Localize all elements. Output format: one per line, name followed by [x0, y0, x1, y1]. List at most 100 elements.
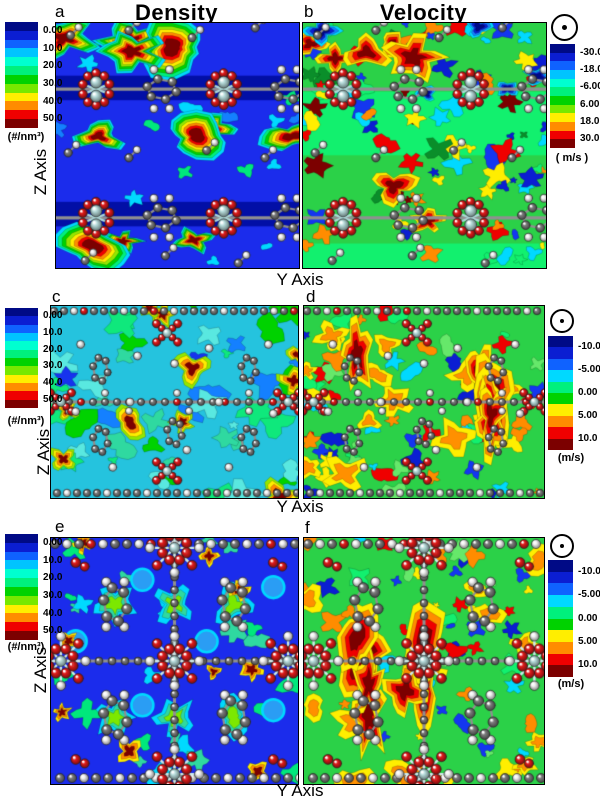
- colorbar-band: [548, 595, 573, 607]
- panel-letter-d: d: [306, 287, 316, 306]
- units-velocity-row2: (m/s): [557, 452, 585, 464]
- colorbar-band: [5, 357, 38, 367]
- colorbar-tick-label: 0.00: [43, 24, 63, 36]
- colorbar-tick-label: 10.0: [578, 659, 598, 671]
- colorbar-band: [5, 83, 38, 93]
- colorbar-tick-label: 10.0: [578, 432, 598, 444]
- colorbar-band: [548, 618, 573, 631]
- colorbar-band: [5, 374, 38, 383]
- colorbar-band: [548, 560, 573, 572]
- panel-letter-b: b: [304, 2, 314, 21]
- colorbar-band: [5, 578, 38, 587]
- colorbar-band: [5, 74, 38, 84]
- colorbar-tick-label: 0.00: [578, 612, 598, 624]
- colorbar-tick-label: 5.00: [578, 409, 598, 421]
- colorbar-tick-label: 30.0: [43, 360, 63, 372]
- colorbar-band: [5, 631, 38, 640]
- colorbar-band: [550, 78, 575, 88]
- colorbar-tick-label: 50.0: [43, 625, 63, 637]
- colorbar-band: [5, 66, 38, 75]
- panel-a-density-contour-plot: [55, 22, 300, 269]
- colorbar-tick-label: -18.0: [580, 64, 600, 75]
- units-velocity-row3: (m/s): [557, 678, 585, 690]
- colorbar-band: [5, 341, 38, 350]
- colorbar-band: [550, 52, 575, 62]
- z-axis-label-row3: Z Axis: [31, 646, 50, 694]
- units-velocity-row1: ( m/s ): [555, 152, 589, 164]
- colorbar-tick-label: 30.0: [580, 133, 600, 145]
- colorbar-tick-label: -10.0: [578, 341, 600, 353]
- colorbar-tick-label: -10.0: [578, 565, 600, 577]
- colorbar-tick-label: 30.0: [43, 589, 63, 601]
- colorbar-tick-label: 18.0: [580, 116, 600, 127]
- colorbar-gradient: [550, 44, 575, 149]
- colorbar-tick-label: 10.0: [43, 42, 63, 54]
- colorbar-band: [550, 96, 575, 105]
- colorbar-band: [5, 22, 38, 31]
- panel-c-density-contour-plot: [50, 305, 299, 499]
- colorbar-tick-label: 20.0: [43, 343, 63, 355]
- colorbar-band: [5, 613, 38, 623]
- colorbar-tick-label: 40.0: [43, 607, 63, 619]
- panel-b-velocity-contour-plot: [302, 22, 547, 269]
- panel-letter-e: e: [55, 517, 65, 536]
- colorbar-band: [550, 70, 575, 79]
- colorbar-tick-label: 40.0: [43, 377, 63, 388]
- colorbar-band: [548, 427, 573, 439]
- colorbar-tick-label: 6.00: [580, 98, 600, 110]
- colorbar-band: [548, 438, 573, 451]
- colorbar-band: [548, 370, 573, 382]
- colorbar-band: [548, 336, 573, 348]
- colorbar-tick-label: -6.00: [580, 81, 600, 93]
- colorbar-band: [5, 57, 38, 67]
- colorbar-gradient: [5, 308, 38, 408]
- colorbar-tick-label: 40.0: [43, 95, 63, 107]
- colorbar-tick-label: 20.0: [43, 572, 63, 584]
- panel-letter-c: c: [52, 287, 61, 306]
- colorbar-band: [548, 404, 573, 416]
- colorbar-tick-label: -5.00: [578, 364, 600, 376]
- colorbar-band: [5, 324, 38, 333]
- colorbar-band: [548, 583, 573, 596]
- colorbar-band: [548, 641, 573, 654]
- colorbar-tick-label: 0.00: [43, 536, 63, 548]
- units-density-row2: (#/nm³): [7, 415, 45, 427]
- colorbar-band: [550, 104, 575, 114]
- colorbar-band: [548, 381, 573, 394]
- colorbar-band: [5, 39, 38, 49]
- colorbar-band: [550, 139, 575, 149]
- panel-e-density-contour-plot: [50, 537, 299, 785]
- colorbar-tick-label: 0.00: [43, 310, 63, 322]
- colorbar-band: [548, 665, 573, 678]
- colorbar-band: [5, 332, 38, 342]
- colorbar-gradient: [548, 560, 573, 678]
- colorbar-band: [5, 586, 38, 596]
- colorbar-band: [5, 534, 38, 543]
- colorbar-tick-label: 20.0: [43, 60, 63, 72]
- colorbar-gradient: [5, 534, 38, 640]
- colorbar-band: [5, 542, 38, 552]
- colorbar-tick-label: 30.0: [43, 77, 63, 89]
- units-density-row1: (#/nm³): [7, 131, 45, 143]
- colorbar-band: [5, 349, 38, 358]
- flow-direction-dot: [560, 319, 564, 323]
- colorbar-band: [550, 130, 575, 140]
- z-axis-label-row1: Z Axis: [31, 148, 50, 196]
- colorbar-tick-label: -30.0: [580, 46, 600, 58]
- colorbar-band: [548, 606, 573, 619]
- units-density-row3: (#/nm³): [7, 641, 45, 653]
- panel-d-velocity-contour-plot: [303, 305, 545, 499]
- colorbar-band: [5, 308, 38, 317]
- panel-f-velocity-contour-plot: [303, 537, 545, 785]
- column-title-density: Density: [135, 0, 218, 25]
- colorbar-band: [5, 569, 38, 579]
- colorbar-tick-label: 10.0: [43, 327, 63, 338]
- colorbar-band: [5, 101, 38, 111]
- colorbar-band: [5, 30, 38, 40]
- colorbar-band: [5, 399, 38, 408]
- colorbar-band: [548, 653, 573, 666]
- colorbar-band: [5, 560, 38, 570]
- colorbar-band: [5, 551, 38, 561]
- column-title-velocity: Velocity: [379, 0, 468, 25]
